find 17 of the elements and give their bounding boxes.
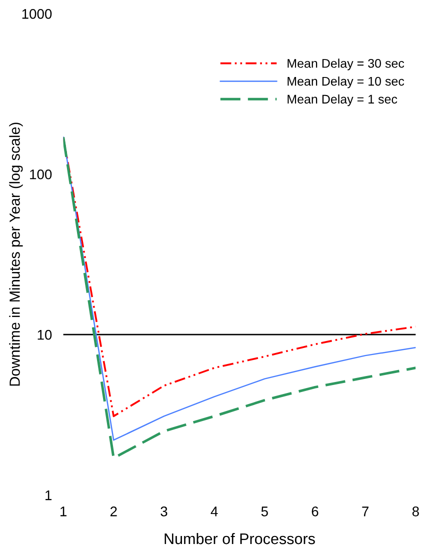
x-tick-label: 5: [261, 506, 268, 516]
x-tick-label: 2: [110, 506, 117, 516]
x-tick-label: 4: [210, 506, 218, 516]
y-tick-label: 10: [38, 330, 52, 340]
y-tick-label: 1: [46, 490, 52, 500]
y-tick-label: 100: [30, 169, 52, 180]
legend-label: Mean Delay = 30 sec: [288, 58, 404, 70]
x-axis-title: Number of Processors: [164, 532, 315, 544]
x-tick-label: 3: [160, 506, 168, 516]
y-tick-label: 1000: [22, 9, 52, 19]
x-tick-label: 7: [362, 506, 368, 516]
x-tick-label: 6: [312, 506, 318, 516]
legend-label: Mean Delay = 10 sec: [288, 76, 404, 88]
x-tick-label: 8: [412, 506, 419, 516]
x-tick-label: 1: [60, 506, 66, 516]
legend-label: Mean Delay = 1 sec: [288, 94, 398, 106]
y-axis-title: Downtime in Minutes per Year (log scale): [9, 122, 23, 386]
